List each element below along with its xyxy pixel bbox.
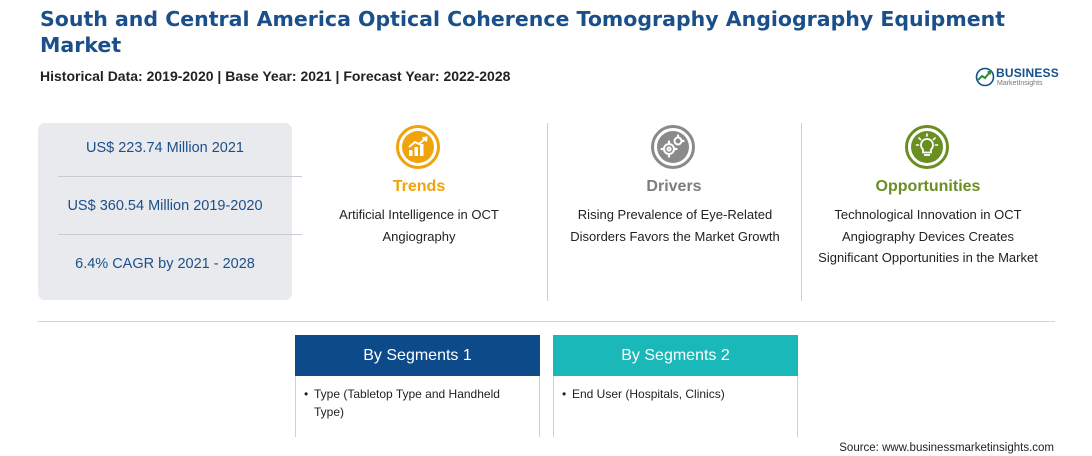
drivers-title: Drivers [646,178,702,195]
business-market-insights-logo: BUSINESS MarketInsights [975,64,1065,92]
trends-text: Artificial Intelligence in OCT Angiograp… [339,207,499,244]
page-subtitle: Historical Data: 2019-2020 | Base Year: … [40,68,511,84]
trends-title: Trends [392,178,446,195]
section-divider [38,321,1055,322]
stat-market-size-2021: US$ 223.74 Million 2021 [86,140,244,156]
growth-chart-icon [396,125,440,169]
gears-icon [651,125,695,169]
page-title: South and Central America Optical Cohere… [40,7,1005,57]
column-divider [801,123,802,301]
segment-1-item: Type (Tabletop Type and Handheld Type) [304,385,529,421]
globe-logo-icon [975,67,995,87]
column-divider [547,123,548,301]
stat-divider [58,176,302,177]
lightbulb-icon [905,125,949,169]
logo-brand: BUSINESS [996,66,1059,80]
drivers-text: Rising Prevalence of Eye-Related Disorde… [570,207,780,244]
source-note: Source: www.businessmarketinsights.com [839,442,1054,454]
segment-1-header: By Segments 1 [295,335,540,376]
stat-market-size-2019-2020: US$ 360.54 Million 2019-2020 [67,198,263,214]
segment-1-body: Type (Tabletop Type and Handheld Type) [295,376,540,437]
stat-divider [58,234,302,235]
stat-cagr: 6.4% CAGR by 2021 - 2028 [75,256,255,272]
opportunities-text: Technological Innovation in OCT Angiogra… [818,207,1038,265]
opportunities-title: Opportunities [875,178,981,195]
segment-card-2: By Segments 2 End User (Hospitals, Clini… [553,335,798,437]
segment-card-1: By Segments 1 Type (Tabletop Type and Ha… [295,335,540,437]
logo-tagline: MarketInsights [997,80,1043,87]
market-stats-panel: US$ 223.74 Million 2021 US$ 360.54 Milli… [38,123,302,300]
segment-2-body: End User (Hospitals, Clinics) [553,376,798,437]
segment-2-item: End User (Hospitals, Clinics) [562,385,787,403]
segment-2-header: By Segments 2 [553,335,798,376]
